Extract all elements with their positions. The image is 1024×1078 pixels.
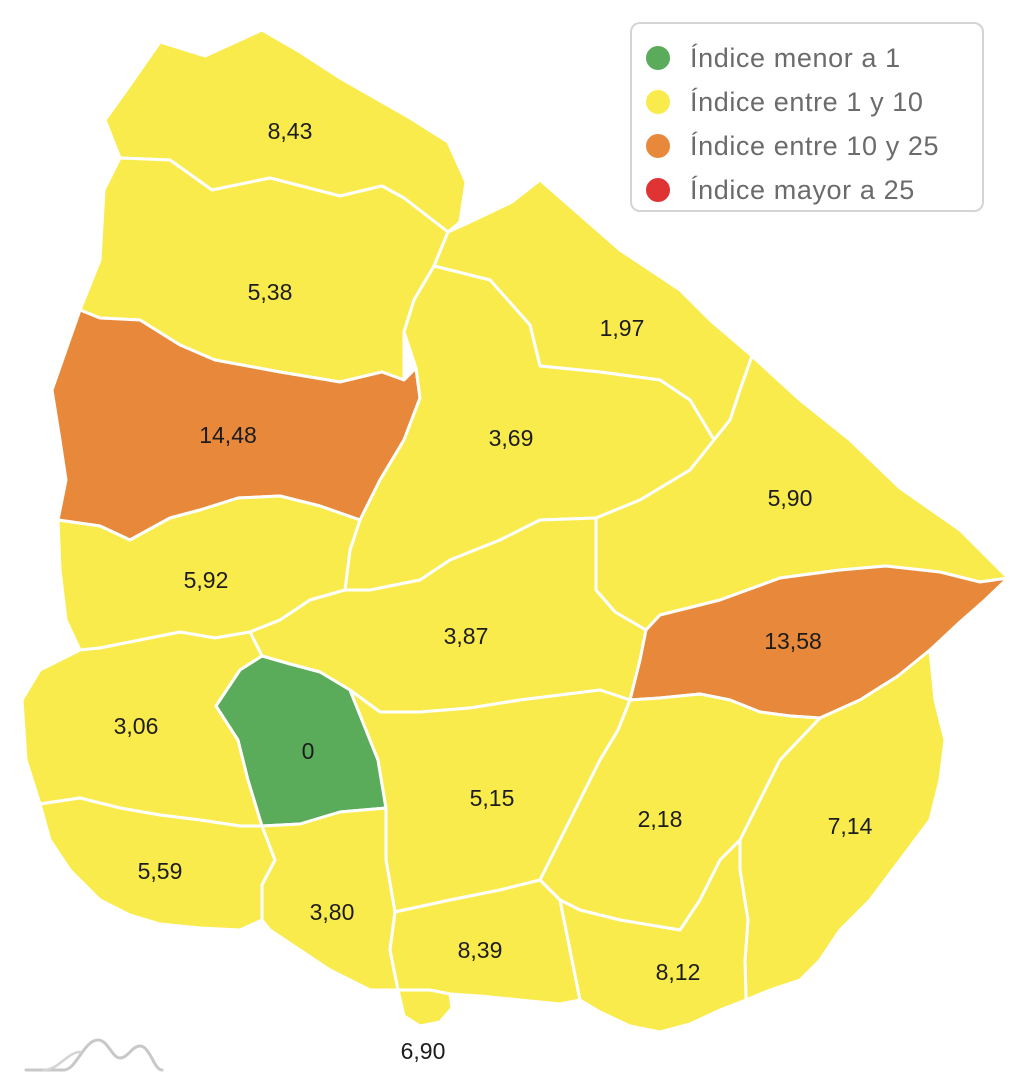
value-treinta-y-tres: 13,58 <box>764 628 822 654</box>
legend-item-yellow: Índice entre 1 y 10 <box>646 80 982 124</box>
value-tacuarembo: 3,69 <box>489 425 534 451</box>
legend-label: Índice entre 10 y 25 <box>690 130 940 161</box>
value-florida: 5,15 <box>470 785 515 811</box>
value-paysandu: 14,48 <box>199 422 257 448</box>
map-legend: Índice menor a 1 Índice entre 1 y 10 Índ… <box>630 22 984 212</box>
value-soriano: 3,06 <box>114 713 159 739</box>
value-rivera: 1,97 <box>600 315 645 341</box>
legend-item-orange: Índice entre 10 y 25 <box>646 124 982 168</box>
value-cerro-largo: 5,90 <box>768 485 813 511</box>
legend-item-red: Índice mayor a 25 <box>646 168 982 212</box>
value-rocha: 7,14 <box>828 813 873 839</box>
value-durazno: 3,87 <box>444 623 489 649</box>
value-rio-negro: 5,92 <box>184 567 229 593</box>
legend-swatch-yellow <box>646 90 670 114</box>
value-flores: 0 <box>302 738 315 764</box>
value-maldonado: 8,12 <box>656 959 701 985</box>
value-montevideo: 6,90 <box>401 1038 446 1064</box>
value-lavalleja: 2,18 <box>638 806 683 832</box>
value-canelones: 8,39 <box>458 937 503 963</box>
legend-label: Índice mayor a 25 <box>690 174 915 205</box>
legend-swatch-red <box>646 178 670 202</box>
department-san-jose[interactable] <box>260 806 400 992</box>
legend-label: Índice menor a 1 <box>690 42 901 73</box>
legend-item-green: Índice menor a 1 <box>646 36 982 80</box>
legend-swatch-orange <box>646 134 670 158</box>
mountain-logo-icon <box>24 1038 164 1072</box>
legend-swatch-green <box>646 46 670 70</box>
value-san-jose: 3,80 <box>310 899 355 925</box>
value-artigas: 8,43 <box>268 118 313 144</box>
department-maldonado[interactable] <box>538 838 750 1034</box>
value-colonia: 5,59 <box>138 858 183 884</box>
department-montevideo[interactable] <box>396 988 454 1028</box>
legend-label: Índice entre 1 y 10 <box>690 86 924 117</box>
value-salto: 5,38 <box>248 279 293 305</box>
